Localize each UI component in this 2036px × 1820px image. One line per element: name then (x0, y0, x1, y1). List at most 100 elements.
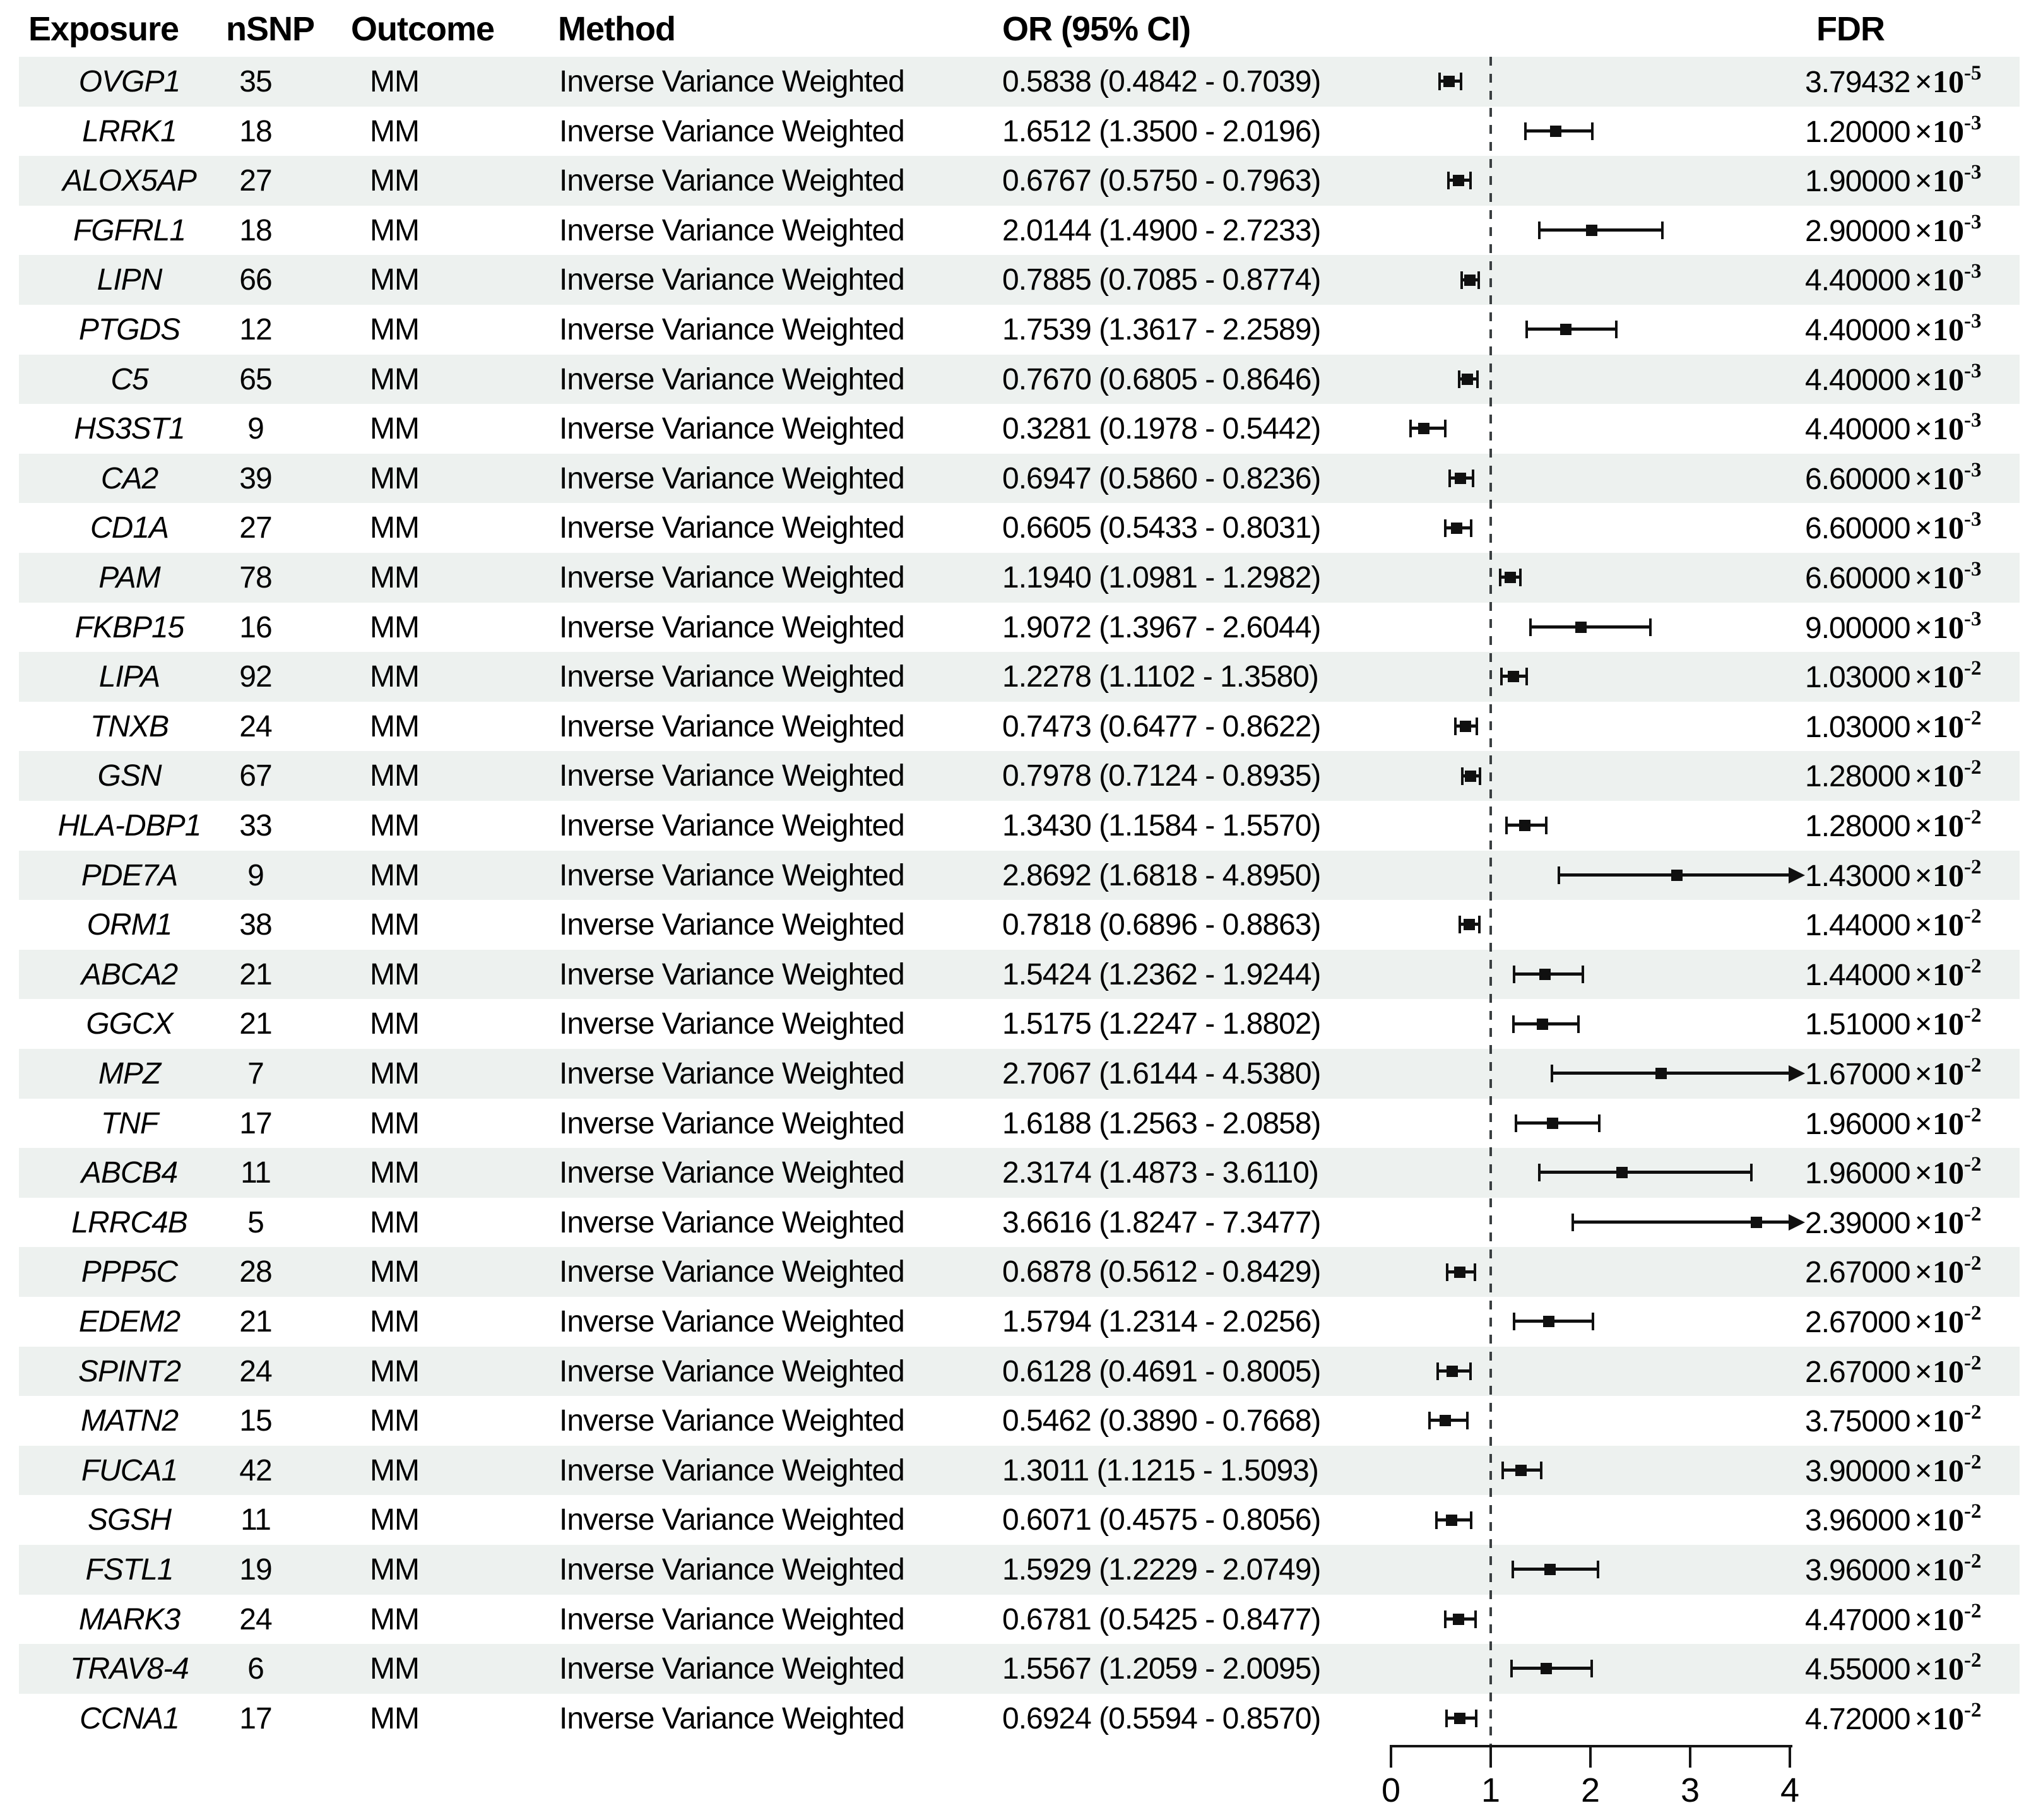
fdr-power-of-ten: ×10-3 (1915, 607, 1982, 645)
method-cell: Inverse Variance Weighted (559, 362, 905, 396)
row-stripe (19, 652, 2020, 702)
times-ten-label: ×10 (1914, 64, 1965, 99)
outcome-cell: MM (370, 362, 420, 396)
nsnp-cell: 33 (239, 809, 272, 842)
fdr-power-of-ten: ×10-3 (1915, 559, 1982, 596)
fdr-power-of-ten: ×10-2 (1915, 1401, 1982, 1439)
fdr-mantissa: 3.96000 (1805, 1504, 1911, 1538)
ci-arrowhead (1789, 866, 1805, 883)
ci-cap-left (1409, 420, 1412, 438)
ci-arrowhead (1789, 1065, 1805, 1082)
table-row: HLA-DBP1 33 MM Inverse Variance Weighted… (0, 801, 2036, 851)
fdr-power-of-ten: ×10-2 (1915, 1005, 1982, 1042)
method-cell: Inverse Variance Weighted (559, 65, 905, 98)
fdr-power-of-ten: ×10-3 (1915, 210, 1982, 248)
method-cell: Inverse Variance Weighted (559, 610, 905, 644)
nsnp-cell: 11 (240, 1503, 271, 1537)
outcome-cell: MM (370, 1404, 420, 1438)
or-point-marker (1519, 820, 1531, 832)
ci-cap-right (1590, 1660, 1593, 1678)
row-stripe (19, 57, 2020, 107)
table-row: MPZ 7 MM Inverse Variance Weighted 2.706… (0, 1049, 2036, 1099)
times-ten-label: ×10 (1914, 262, 1965, 298)
times-ten-label: ×10 (1914, 857, 1965, 893)
or-point-marker (1453, 1613, 1465, 1625)
method-cell: Inverse Variance Weighted (559, 412, 905, 446)
table-row: CD1A 27 MM Inverse Variance Weighted 0.6… (0, 503, 2036, 553)
ci-cap-right (1592, 1313, 1595, 1331)
or-ci-cell: 0.6071 (0.4575 - 0.8056) (1002, 1503, 1321, 1537)
method-cell: Inverse Variance Weighted (559, 114, 905, 148)
times-ten-label: ×10 (1914, 1700, 1965, 1736)
outcome-cell: MM (370, 412, 420, 446)
or-point-marker (1536, 1018, 1548, 1030)
fdr-exponent: -2 (1964, 1401, 1982, 1424)
table-row: ABCB4 11 MM Inverse Variance Weighted 2.… (0, 1148, 2036, 1198)
or-ci-cell: 0.7670 (0.6805 - 0.8646) (1002, 362, 1321, 396)
ci-cap-right (1476, 718, 1479, 736)
method-cell: Inverse Variance Weighted (559, 313, 905, 346)
table-row: CCNA1 17 MM Inverse Variance Weighted 0.… (0, 1694, 2036, 1744)
method-cell: Inverse Variance Weighted (559, 1007, 905, 1041)
nsnp-cell: 35 (239, 65, 272, 98)
or-point-marker (1549, 125, 1561, 137)
or-ci-cell: 0.7818 (0.6896 - 0.8863) (1002, 908, 1321, 942)
or-point-marker (1504, 572, 1516, 584)
ci-cap-left (1524, 122, 1527, 140)
fdr-exponent: -3 (1964, 607, 1982, 630)
fdr-cell: 6.60000 ×10-3 (1805, 454, 1982, 504)
or-point-marker (1445, 1514, 1457, 1526)
nsnp-cell: 66 (239, 263, 272, 297)
fdr-mantissa: 4.72000 (1805, 1702, 1911, 1736)
fdr-exponent: -3 (1964, 458, 1982, 482)
nsnp-cell: 17 (239, 1106, 272, 1140)
fdr-mantissa: 9.00000 (1805, 611, 1911, 645)
fdr-cell: 9.00000 ×10-3 (1805, 603, 1982, 653)
exposure-cell: MPZ (98, 1057, 161, 1090)
or-ci-cell: 1.9072 (1.3967 - 2.6044) (1002, 610, 1321, 644)
table-row: LRRK1 18 MM Inverse Variance Weighted 1.… (0, 107, 2036, 157)
ci-cap-right (1591, 122, 1594, 140)
table-row: LIPN 66 MM Inverse Variance Weighted 0.7… (0, 255, 2036, 305)
nsnp-cell: 92 (239, 660, 272, 694)
or-point-marker (1750, 1217, 1762, 1229)
table-row: TNXB 24 MM Inverse Variance Weighted 0.7… (0, 702, 2036, 752)
fdr-exponent: -2 (1964, 806, 1982, 829)
or-point-marker (1542, 1316, 1554, 1328)
times-ten-label: ×10 (1914, 708, 1965, 744)
row-stripe (19, 751, 2020, 801)
outcome-cell: MM (370, 1255, 420, 1289)
fdr-power-of-ten: ×10-3 (1915, 112, 1982, 149)
fdr-cell: 3.96000 ×10-2 (1805, 1545, 1982, 1595)
nsnp-cell: 21 (239, 957, 272, 991)
nsnp-cell: 27 (239, 511, 272, 545)
or-ci-cell: 1.5175 (1.2247 - 1.8802) (1002, 1007, 1321, 1041)
method-cell: Inverse Variance Weighted (559, 858, 905, 892)
exposure-cell: HS3ST1 (74, 412, 185, 446)
or-ci-cell: 0.6924 (0.5594 - 0.8570) (1002, 1701, 1321, 1735)
method-cell: Inverse Variance Weighted (559, 461, 905, 495)
table-row: PAM 78 MM Inverse Variance Weighted 1.19… (0, 553, 2036, 603)
table-row: FUCA1 42 MM Inverse Variance Weighted 1.… (0, 1445, 2036, 1496)
nsnp-cell: 9 (247, 412, 264, 446)
nsnp-cell: 39 (239, 461, 272, 495)
table-row: EDEM2 21 MM Inverse Variance Weighted 1.… (0, 1297, 2036, 1347)
table-row: TNF 17 MM Inverse Variance Weighted 1.61… (0, 1099, 2036, 1149)
method-cell: Inverse Variance Weighted (559, 1305, 905, 1338)
fdr-mantissa: 1.90000 (1805, 165, 1911, 199)
fdr-power-of-ten: ×10-2 (1915, 757, 1982, 794)
fdr-exponent: -3 (1964, 210, 1982, 233)
times-ten-label: ×10 (1914, 460, 1965, 496)
or-ci-cell: 1.3011 (1.1215 - 1.5093) (1002, 1453, 1319, 1487)
ci-line (1539, 1171, 1751, 1174)
outcome-cell: MM (370, 1057, 420, 1090)
row-stripe (19, 1445, 2020, 1496)
ci-cap-left (1460, 271, 1463, 289)
exposure-cell: TNF (100, 1106, 158, 1140)
outcome-cell: MM (370, 858, 420, 892)
exposure-cell: LRRC4B (71, 1205, 187, 1239)
ci-cap-left (1435, 1511, 1438, 1529)
times-ten-label: ×10 (1914, 1304, 1965, 1339)
ci-cap-left (1512, 1313, 1515, 1331)
row-stripe (19, 156, 2020, 206)
